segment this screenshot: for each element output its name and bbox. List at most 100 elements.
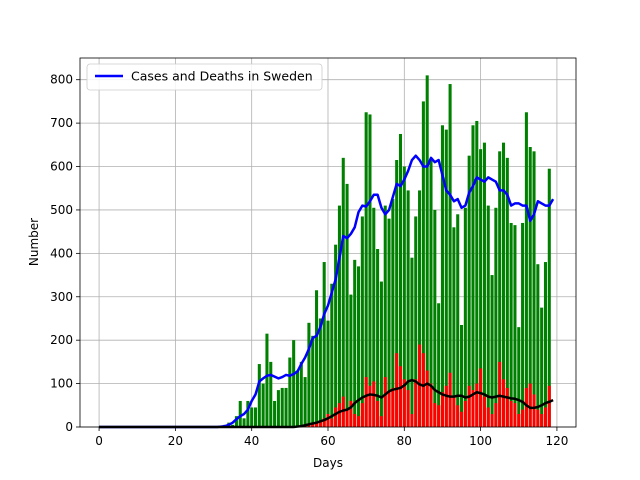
deaths-bar [395,353,399,427]
cases-bar [460,324,464,427]
deaths-bar [410,413,414,427]
x-tick-label: 0 [95,434,103,448]
cases-bar [295,370,300,427]
deaths-bar [482,396,486,427]
cases-bar [532,151,536,427]
y-tick-label: 500 [50,203,73,217]
cases-bar [521,222,525,427]
y-tick-label: 400 [50,246,73,260]
cases-bar [257,364,261,427]
cases-bar [482,142,486,427]
cases-bar [364,112,368,427]
x-tick-label: 120 [545,434,568,448]
deaths-bar [326,413,330,427]
deaths-bar [433,403,437,427]
cases-bar [387,218,391,427]
deaths-bar [376,400,380,427]
deaths-bar [467,385,471,427]
deaths-bar [490,413,494,427]
legend-box [86,63,323,91]
cases-bar [379,281,383,427]
deaths-bar [536,409,540,427]
cases-bar [490,275,494,427]
cases-bar [524,112,528,427]
cases-bar [414,216,418,427]
deaths-bar [524,387,528,427]
deaths-bar [330,418,334,427]
cases-bar [303,377,307,427]
deaths-bar [360,403,364,427]
y-tick-label: 0 [65,420,73,434]
cases-bar [307,322,311,427]
deaths-bar [315,421,319,427]
cases-bar [528,146,532,427]
cases-bar [505,157,509,428]
deaths-bar [471,390,475,427]
cases-bar [368,114,372,427]
deaths-bar [475,383,479,427]
deaths-bar [318,420,322,427]
deaths-bar [379,416,383,427]
cases-bar [349,294,353,427]
cases-bar [517,327,521,427]
cases-bar [540,307,544,427]
deaths-bar [311,423,315,427]
deaths-bar [402,379,406,427]
cases-bar [406,190,410,427]
cases-bar [509,222,513,427]
deaths-bar [505,387,509,427]
deaths-bar [440,392,444,427]
deaths-bar [498,361,502,427]
deaths-bar [456,405,460,427]
y-tick-label: 300 [50,290,73,304]
deaths-bar [337,403,341,427]
cases-bar [463,207,467,427]
cases-bar [246,400,250,427]
cases-bar [273,400,277,427]
cases-bar [315,290,319,427]
cases-bar [501,142,506,427]
x-tick-label: 100 [469,434,492,448]
deaths-bar [307,424,311,427]
cases-bar [253,407,258,427]
deaths-bar [349,400,353,427]
cases-bar [288,357,292,427]
cases-bar [330,283,334,427]
cases-bar [376,249,380,427]
y-tick-label: 100 [50,377,73,391]
cases-bar [326,320,330,427]
cases-bar [429,160,433,428]
deaths-bar [356,416,361,427]
deaths-bar [540,413,544,427]
deaths-bar [345,409,349,427]
cases-bar [383,205,387,427]
cases-bar [410,257,414,427]
cases-bar [456,214,460,427]
cases-bar [402,166,406,427]
cases-bar [475,120,479,428]
y-axis-label: Number [27,218,41,266]
cases-bar [356,266,361,427]
deaths-bar [425,370,429,427]
deaths-bar [387,392,391,427]
deaths-bar [501,379,506,427]
y-tick-label: 600 [50,160,73,174]
legend-label: Cases and Deaths in Sweden [131,69,313,84]
deaths-bar [368,385,372,427]
deaths-bar [322,418,326,427]
cases-bar [513,225,517,427]
cases-bar [284,387,288,427]
cases-bar [536,264,540,427]
deaths-bar [372,381,376,427]
cases-bar [391,199,395,427]
cases-bar [280,387,284,427]
x-axis-label: Days [313,456,343,470]
deaths-bar [463,400,467,427]
cases-bar [494,207,498,427]
cases-bar [269,361,273,427]
deaths-bar [513,403,517,427]
x-tick-label: 40 [244,434,259,448]
deaths-bar [421,353,425,427]
cases-bar [421,101,425,427]
